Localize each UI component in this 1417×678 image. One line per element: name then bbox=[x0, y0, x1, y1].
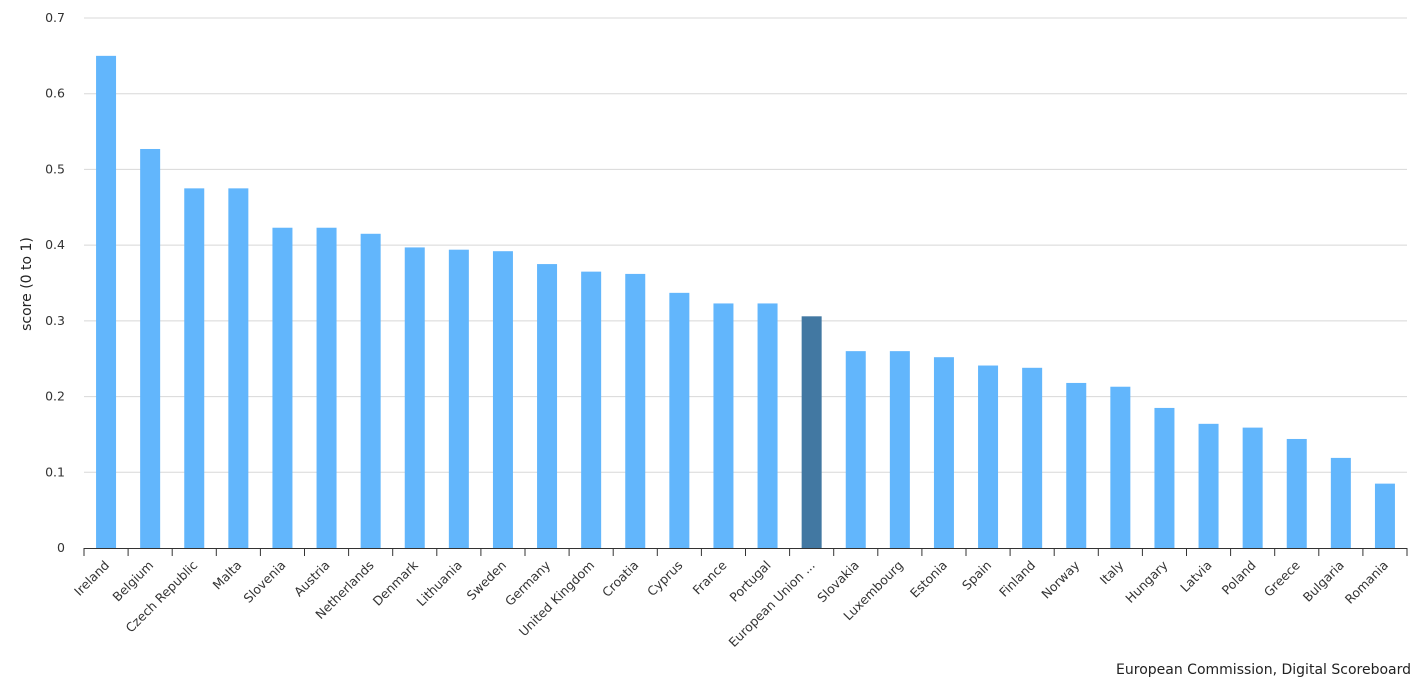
x-category-label: France bbox=[690, 557, 730, 597]
bar[interactable] bbox=[1286, 438, 1307, 548]
bar[interactable] bbox=[272, 227, 293, 548]
bar[interactable] bbox=[360, 233, 381, 549]
x-category-label: Austria bbox=[291, 558, 333, 600]
bar[interactable] bbox=[448, 249, 469, 548]
bar[interactable] bbox=[316, 227, 337, 548]
bar[interactable] bbox=[1330, 457, 1351, 548]
y-tick-label: 0.6 bbox=[45, 86, 65, 101]
x-category-label: Italy bbox=[1097, 557, 1127, 587]
x-category-label: Spain bbox=[959, 558, 994, 593]
bar[interactable] bbox=[1242, 427, 1263, 548]
y-axis-ticks: 0 0.1 0.2 0.3 0.4 0.5 0.6 0.7 bbox=[45, 10, 65, 555]
bar[interactable] bbox=[96, 55, 117, 548]
x-category-label: Croatia bbox=[599, 558, 641, 600]
y-tick-label: 0.5 bbox=[45, 161, 65, 176]
y-tick-label: 0.2 bbox=[45, 389, 65, 404]
bar[interactable] bbox=[845, 351, 866, 548]
y-tick-label: 0.3 bbox=[45, 313, 65, 328]
y-tick-label: 0.1 bbox=[45, 464, 65, 479]
bar[interactable] bbox=[228, 188, 249, 548]
bar[interactable] bbox=[1022, 367, 1043, 548]
bars bbox=[96, 55, 1395, 549]
bar[interactable] bbox=[537, 264, 558, 548]
y-tick-label: 0 bbox=[57, 540, 65, 555]
x-axis bbox=[83, 548, 1408, 556]
bar[interactable] bbox=[581, 271, 602, 548]
credit-text[interactable]: European Commission, Digital Scoreboard bbox=[1116, 662, 1411, 678]
y-tick-label: 0.4 bbox=[45, 237, 65, 252]
x-category-label: Cyprus bbox=[644, 558, 685, 599]
bar[interactable] bbox=[140, 148, 161, 548]
x-category-label: European Union ... bbox=[725, 558, 817, 650]
bar[interactable] bbox=[1066, 382, 1087, 548]
bar[interactable] bbox=[404, 247, 425, 548]
bar[interactable] bbox=[713, 303, 734, 548]
x-category-label: Malta bbox=[209, 558, 244, 593]
bar[interactable] bbox=[1110, 386, 1131, 548]
y-axis-title: score (0 to 1) bbox=[19, 237, 35, 331]
x-category-label: Latvia bbox=[1177, 558, 1215, 596]
x-category-label: Greece bbox=[1261, 557, 1303, 599]
x-category-label: Hungary bbox=[1122, 557, 1171, 606]
bar[interactable] bbox=[669, 292, 690, 548]
bar[interactable] bbox=[978, 365, 999, 548]
x-category-label: Finland bbox=[996, 558, 1038, 600]
x-category-label: Bulgaria bbox=[1300, 558, 1347, 605]
bar[interactable] bbox=[757, 303, 778, 548]
x-category-label: Slovenia bbox=[240, 558, 288, 606]
gridlines bbox=[84, 17, 1407, 473]
bar[interactable] bbox=[933, 357, 954, 548]
bar[interactable] bbox=[625, 273, 646, 548]
bar[interactable] bbox=[1374, 483, 1395, 548]
bar[interactable] bbox=[801, 316, 822, 548]
bar[interactable] bbox=[492, 251, 513, 548]
x-category-label: United Kingdom bbox=[516, 558, 598, 640]
x-category-label: Lithuania bbox=[413, 558, 465, 610]
x-category-label: Denmark bbox=[370, 557, 422, 609]
x-category-label: Sweden bbox=[464, 558, 510, 604]
x-category-label: Romania bbox=[1342, 558, 1391, 607]
x-category-label: Estonia bbox=[907, 558, 950, 601]
x-category-label: Ireland bbox=[71, 558, 112, 599]
bar[interactable] bbox=[1154, 407, 1175, 548]
y-tick-label: 0.7 bbox=[45, 10, 65, 25]
x-category-label: Poland bbox=[1219, 558, 1259, 598]
bar[interactable] bbox=[889, 351, 910, 548]
bar[interactable] bbox=[184, 188, 205, 548]
x-category-label: Norway bbox=[1038, 557, 1083, 602]
bar[interactable] bbox=[1198, 423, 1219, 548]
